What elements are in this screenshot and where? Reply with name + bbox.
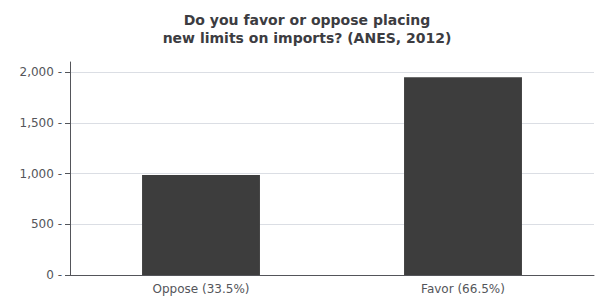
svg-text:1,000 -: 1,000 - [20,167,63,181]
svg-text:1,500 -: 1,500 - [20,116,63,130]
svg-text:0 -: 0 - [46,268,62,282]
svg-text:Favor (66.5%): Favor (66.5%) [421,282,505,296]
svg-text:Do you favor or oppose placing: Do you favor or oppose placing [184,12,431,28]
svg-text:new limits on imports? (ANES,: new limits on imports? (ANES, 2012) [163,30,452,46]
svg-text:Oppose (33.5%): Oppose (33.5%) [153,282,250,296]
svg-text:2,000 -: 2,000 - [20,65,63,79]
svg-text:500 -: 500 - [31,217,62,231]
